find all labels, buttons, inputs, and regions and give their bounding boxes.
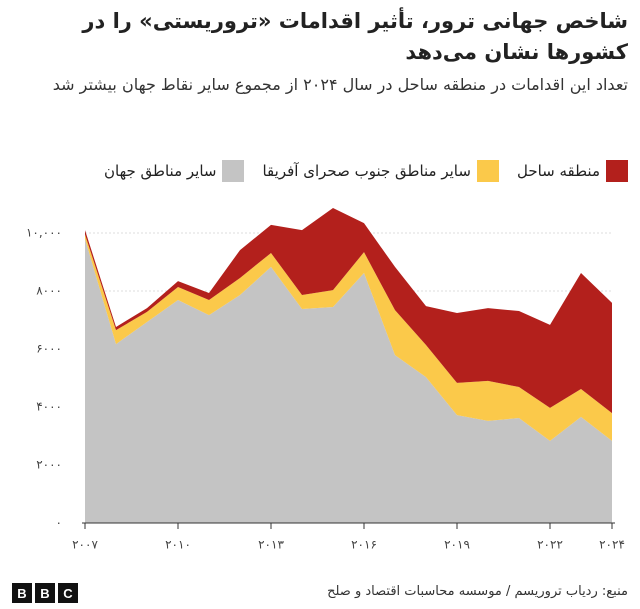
x-tick-label: ۲۰۱۰	[165, 538, 191, 552]
chart-subtitle: تعداد این اقدامات در منطقه ساحل در سال ۲…	[52, 75, 628, 94]
area	[85, 208, 612, 414]
footer: B B C منبع: ردیاب تروریسم / موسسه محاسبا…	[0, 580, 640, 609]
y-tick-label: ۱۰,۰۰۰	[26, 226, 62, 240]
area	[85, 238, 612, 524]
source: منبع: ردیاب تروریسم / موسسه محاسبات اقتص…	[327, 584, 628, 599]
legend-item: سایر مناطق جنوب صحرای آفریقا	[262, 160, 499, 182]
legend-swatch	[222, 160, 245, 182]
chart-title: شاخص جهانی ترور، تأثیر اقدامات «تروریستی…	[82, 9, 628, 64]
legend-item: سایر مناطق جهان	[104, 160, 245, 182]
legend-label: سایر مناطق جهان	[104, 162, 217, 180]
logo-letter: C	[58, 583, 78, 603]
y-tick-label: ۶۰۰۰	[36, 342, 62, 356]
x-tick-label: ۲۰۱۹	[444, 538, 470, 552]
logo-letter: B	[12, 583, 32, 603]
x-tick-label: ۲۰۱۶	[351, 538, 377, 552]
y-tick-label: ۴۰۰۰	[36, 400, 62, 414]
x-tick-label: ۲۰۰۷	[72, 538, 98, 552]
legend-label: منطقه ساحل	[516, 162, 600, 180]
x-tick-label: ۲۰۱۳	[258, 538, 284, 552]
x-tick-label: ۲۰۲۴	[599, 538, 625, 552]
y-tick-label: ۲۰۰۰	[36, 458, 62, 472]
x-tick-label: ۲۰۲۲	[537, 538, 563, 552]
legend-swatch	[606, 160, 628, 182]
logo: B B C	[12, 583, 78, 603]
chart: ۰ ۲۰۰۰ ۴۰۰۰ ۶۰۰۰ ۸۰۰۰ ۱۰,۰۰۰ ۲۰۰۷ ۲۰۱۰ ۲۰۱۳ ۲۰۱۶ ۲…	[26, 208, 625, 552]
y-tick-label: ۰	[56, 516, 62, 530]
legend: منطقه ساحل سایر مناطق جنوب صحرای آفریقا سا…	[104, 160, 628, 182]
legend-label: سایر مناطق جنوب صحرای آفریقا	[262, 162, 471, 180]
area	[85, 234, 612, 441]
logo-letter: B	[35, 583, 55, 603]
y-tick-label: ۸۰۰۰	[36, 284, 62, 298]
legend-item: منطقه ساحل	[517, 160, 628, 182]
legend-swatch	[476, 160, 499, 182]
